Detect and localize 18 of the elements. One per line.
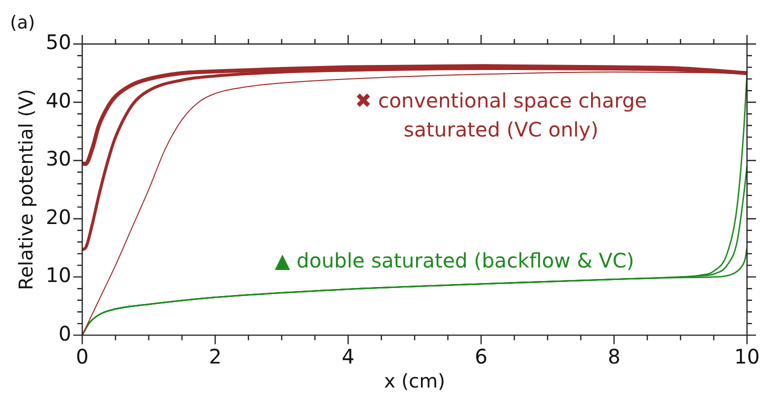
x-axis-title: x (cm) — [384, 370, 446, 393]
annotation: saturated (VC only) — [404, 118, 598, 142]
annotation: ✖ conventional space charge — [354, 88, 648, 112]
x-tick-label: 0 — [76, 344, 89, 368]
y-tick-label: 30 — [46, 146, 72, 171]
annotation: ▲ double saturated (backflow & VC) — [274, 248, 634, 273]
y-tick-label: 10 — [46, 263, 72, 288]
x-tick-label: 6 — [474, 344, 488, 368]
y-tick-label: 20 — [46, 204, 72, 229]
x-tick-label: 2 — [208, 344, 222, 368]
x-tick-label: 8 — [608, 344, 620, 368]
y-tick-label: 40 — [46, 88, 72, 112]
x-tick-label: 4 — [342, 344, 355, 368]
text: (a) — [10, 12, 36, 34]
x-tick-label: 10 — [734, 344, 760, 368]
y-tick-label: 0 — [58, 321, 72, 346]
y-tick-label: 50 — [46, 30, 72, 54]
y-axis-title: Relative potential (V) — [15, 89, 38, 290]
